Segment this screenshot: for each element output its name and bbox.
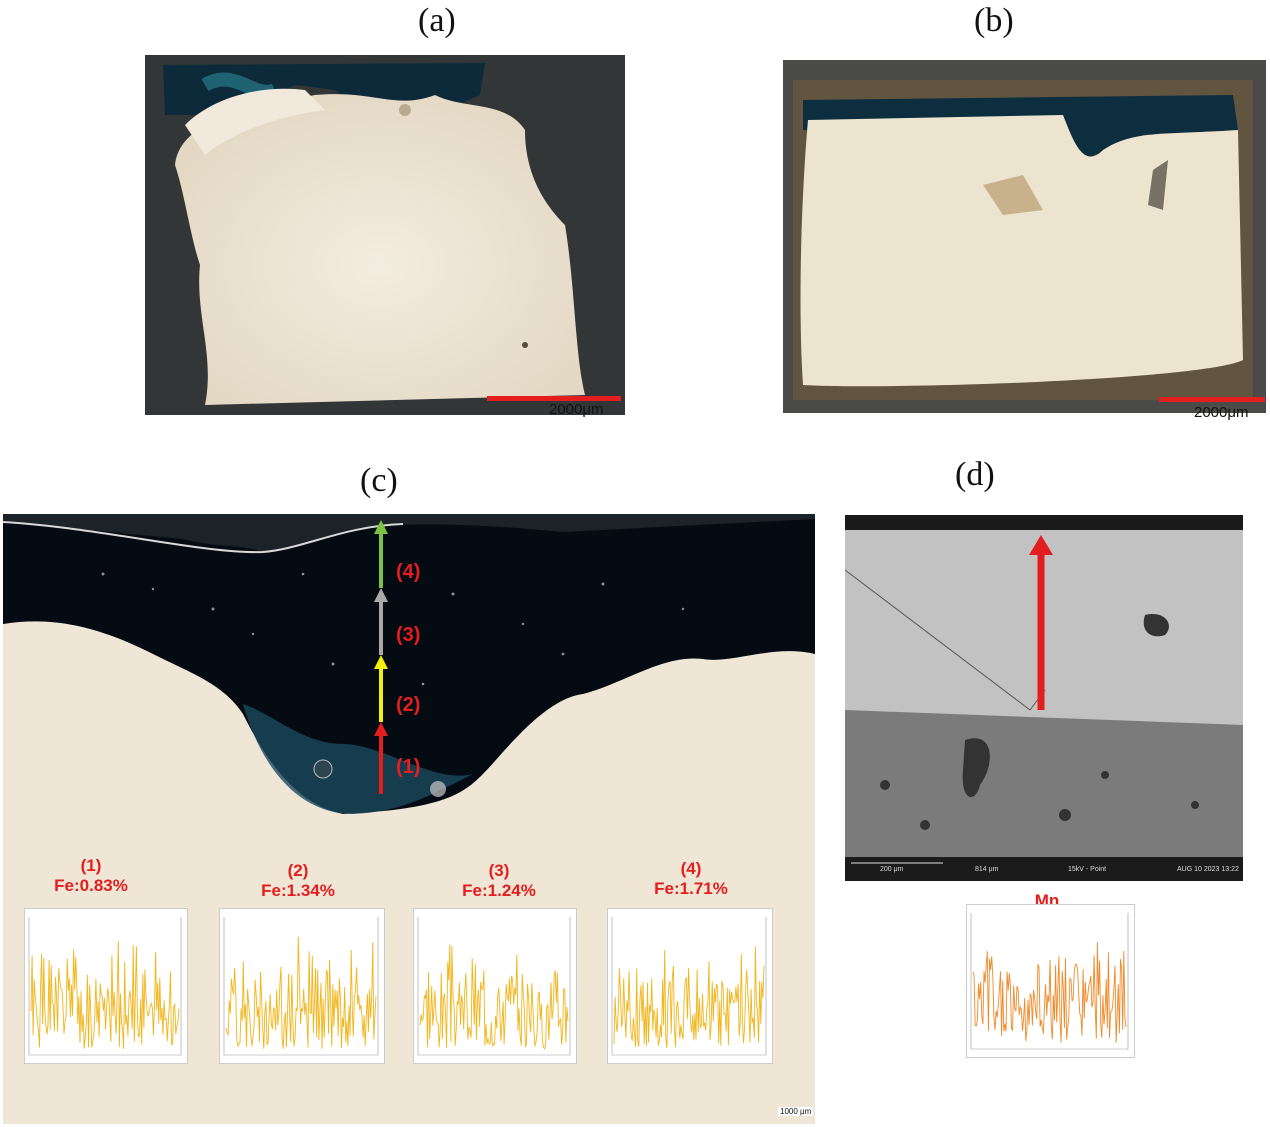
panel-a-cross-section <box>145 55 625 415</box>
spectrum-2-title: (2) Fe:1.34% <box>261 861 335 900</box>
panel-b-label: (b) <box>974 2 1014 39</box>
panel-d-label: (d) <box>955 456 995 493</box>
segment-label-1: (1) <box>396 756 421 778</box>
sem-date-text: AUG 10 2023 13:22 <box>1177 866 1239 873</box>
segment-label-2: (2) <box>396 694 421 716</box>
panel-a-scale-bar <box>487 396 621 401</box>
spectrum-trace <box>419 944 569 1050</box>
sem-fov-text: 814 μm <box>975 866 999 873</box>
sem-scale-text: 200 μm <box>880 866 904 873</box>
panel-b-cross-section <box>783 60 1266 413</box>
spectrum-trace <box>225 936 377 1049</box>
panel-a-scale-text: 2000μm <box>549 401 604 418</box>
sem-mode-text: 15kV - Point <box>1068 866 1107 873</box>
spectrum-trace <box>30 941 180 1049</box>
spectrum-1-plot <box>24 908 188 1064</box>
segment-label-3: (3) <box>396 624 421 646</box>
panel-b-scale-text: 2000μm <box>1194 404 1249 421</box>
segment-label-4: (4) <box>396 561 421 583</box>
panel-c-scale-text: 1000 μm <box>778 1107 814 1116</box>
spectrum-trace <box>972 941 1127 1043</box>
spectrum-4-title: (4) Fe:1.71% <box>654 859 728 898</box>
spectrum-trace <box>613 946 765 1049</box>
spectrum-4-plot <box>607 908 773 1064</box>
panel-c-label: (c) <box>360 462 398 499</box>
spectrum-1-title: (1) Fe:0.83% <box>54 856 128 895</box>
panel-b-scale-bar <box>1159 397 1265 402</box>
mn-spectrum-plot <box>966 904 1135 1058</box>
panel-b-photo <box>783 60 1266 413</box>
spectrum-3-title: (3) Fe:1.24% <box>462 861 536 900</box>
spectrum-2-plot <box>219 908 385 1064</box>
panel-a-label: (a) <box>418 2 456 39</box>
panel-d-sem-image <box>845 515 1243 881</box>
spectrum-3-plot <box>413 908 577 1064</box>
panel-a-photo <box>145 55 625 415</box>
panel-d-sem-graphic <box>845 515 1243 864</box>
